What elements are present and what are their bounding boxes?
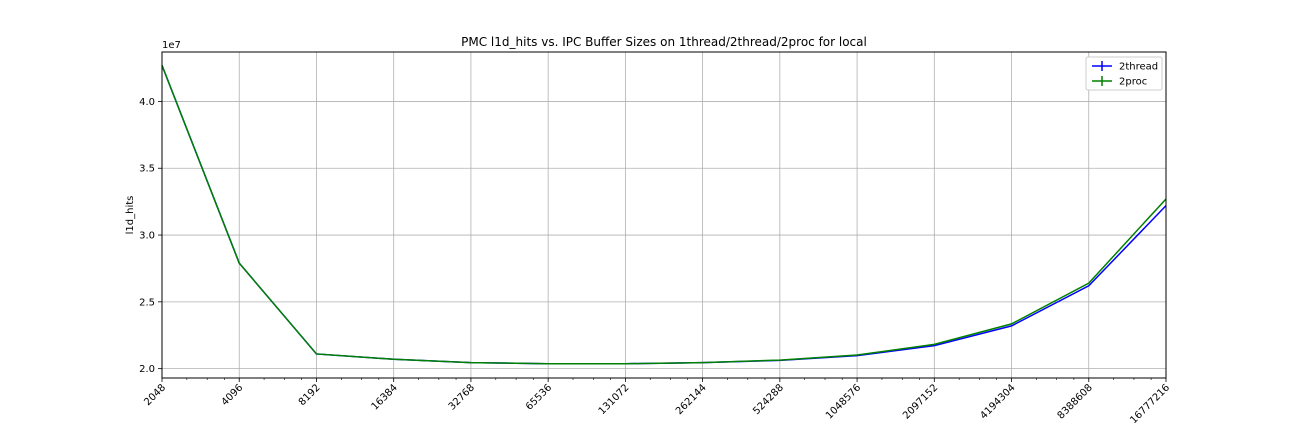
x-tick-label: 262144 [674,382,709,417]
y-axis: 2.0 2.5 3.0 3.5 4.0 [139,97,162,375]
series-line-2proc [161,65,1167,365]
y-tick-label: 2.5 [139,297,155,308]
x-tick-label: 8192 [297,382,323,408]
legend-label: 2thread [1119,62,1158,73]
y-tick-label: 2.0 [139,364,155,375]
grid-lines [161,52,1167,378]
x-tick-label: 65536 [524,382,554,412]
plot-frame [161,51,1167,379]
x-axis: 2048 4096 8192 16384 32768 65536 131072 262144 5… [142,378,1172,426]
chart-title: PMC l1d_hits vs. IPC Buffer Sizes on 1th… [461,35,867,49]
y-axis-label: l1d_hits [125,196,136,235]
x-tick-label: 2048 [142,382,168,408]
x-tick-label: 16384 [370,382,400,412]
x-tick-label: 4096 [220,382,246,408]
x-tick-label: 524288 [751,382,786,417]
y-tick-label: 3.5 [139,164,155,175]
x-tick-label: 2097152 [901,382,940,421]
x-tick-label: 1048576 [824,382,863,421]
series-lines [161,65,1167,365]
legend: 2thread 2proc [1085,56,1163,91]
x-tick-label: 131072 [597,382,632,417]
x-tick-label: 8388608 [1056,382,1095,421]
legend-label: 2proc [1119,77,1147,88]
y-offset-label: 1e7 [162,40,181,51]
y-tick-label: 4.0 [139,97,155,108]
y-tick-label: 3.0 [139,231,155,242]
x-tick-label: 32768 [447,382,477,412]
series-line-2thread [161,65,1167,365]
x-tick-label: 16777216 [1128,382,1172,426]
x-tick-label: 4194304 [978,382,1017,421]
